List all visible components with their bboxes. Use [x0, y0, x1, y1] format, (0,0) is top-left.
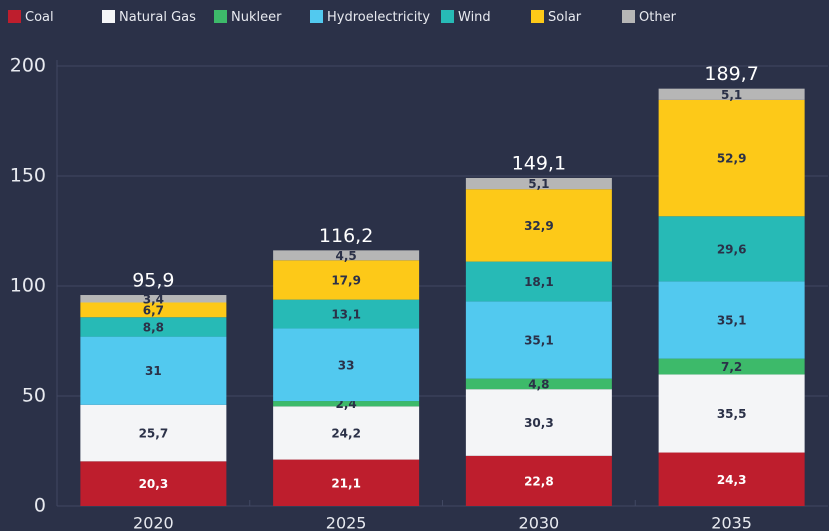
bar-segment — [273, 406, 420, 460]
data-label: 33 — [338, 358, 355, 372]
y-tick-label: 150 — [10, 165, 46, 187]
data-label: 31 — [145, 364, 162, 378]
bar-segment — [273, 401, 420, 407]
data-label: 22,8 — [524, 474, 554, 488]
total-label: 149,1 — [512, 152, 566, 174]
data-label: 52,9 — [717, 152, 747, 166]
data-label: 24,3 — [717, 473, 747, 487]
bar-segment — [273, 459, 420, 506]
data-label: 7,2 — [721, 360, 742, 374]
data-label: 32,9 — [524, 219, 554, 233]
bar-segment — [658, 281, 805, 359]
bar-segment — [80, 317, 227, 337]
total-label: 95,9 — [132, 270, 174, 292]
bar-segment — [658, 358, 805, 375]
bar-segment — [80, 302, 227, 318]
legend-swatch — [441, 10, 454, 23]
bar-segment — [465, 261, 612, 302]
data-label: 20,3 — [139, 477, 169, 491]
bar-segment — [465, 177, 612, 190]
legend-swatch — [622, 10, 635, 23]
bar-segment — [80, 404, 227, 462]
legend-swatch — [8, 10, 21, 23]
data-label: 13,1 — [331, 308, 361, 322]
legend-label: Wind — [458, 10, 491, 25]
data-label: 17,9 — [331, 273, 361, 287]
data-label: 18,1 — [524, 275, 554, 289]
bar-segment — [658, 216, 805, 282]
data-label: 29,6 — [717, 242, 747, 256]
y-tick-label: 200 — [10, 55, 46, 77]
x-tick-label: 2025 — [326, 514, 367, 531]
bar-segment — [80, 295, 227, 303]
legend-swatch — [214, 10, 227, 23]
legend-swatch — [531, 10, 544, 23]
y-tick-label: 100 — [10, 275, 46, 297]
data-label: 35,5 — [717, 407, 747, 421]
bar-segment — [273, 250, 420, 261]
total-label: 189,7 — [704, 63, 758, 85]
bar-segment — [465, 389, 612, 456]
legend-label: Solar — [548, 10, 582, 25]
legend-label: Coal — [25, 10, 54, 25]
legend-label: Other — [639, 10, 677, 25]
legend-label: Hydroelectricity — [327, 10, 430, 25]
bar-segment — [658, 88, 805, 100]
data-label: 35,1 — [524, 334, 554, 348]
data-label: 30,3 — [524, 416, 554, 430]
data-label: 6,7 — [143, 303, 164, 317]
data-label: 4,8 — [528, 377, 549, 391]
data-label: 21,1 — [331, 476, 361, 490]
bar-segment — [80, 461, 227, 506]
data-label: 5,1 — [721, 88, 742, 102]
total-label: 116,2 — [319, 225, 373, 247]
data-label: 24,2 — [331, 426, 361, 440]
bar-segment — [273, 260, 420, 300]
data-label: 4,5 — [335, 249, 356, 263]
data-label: 35,1 — [717, 313, 747, 327]
legend-swatch — [102, 10, 115, 23]
bar-segment — [658, 374, 805, 453]
x-tick-label: 2030 — [519, 514, 560, 531]
data-label: 25,7 — [139, 427, 169, 441]
data-label: 5,1 — [528, 177, 549, 191]
x-tick-label: 2035 — [711, 514, 752, 531]
bar-segment — [465, 189, 612, 262]
legend-label: Natural Gas — [119, 10, 196, 25]
data-label: 3,4 — [143, 292, 164, 306]
bar-segment — [465, 378, 612, 390]
bar-segment — [658, 452, 805, 506]
bar-segment — [80, 336, 227, 405]
bar-segment — [273, 299, 420, 329]
bar-segment — [273, 328, 420, 402]
x-tick-label: 2020 — [133, 514, 174, 531]
y-tick-label: 50 — [22, 385, 46, 407]
data-label: 8,8 — [143, 320, 164, 334]
bar-segment — [465, 301, 612, 379]
bar-segment — [658, 99, 805, 217]
legend-label: Nukleer — [231, 10, 282, 25]
legend-swatch — [310, 10, 323, 23]
y-tick-label: 0 — [34, 495, 46, 517]
bar-segment — [465, 455, 612, 506]
